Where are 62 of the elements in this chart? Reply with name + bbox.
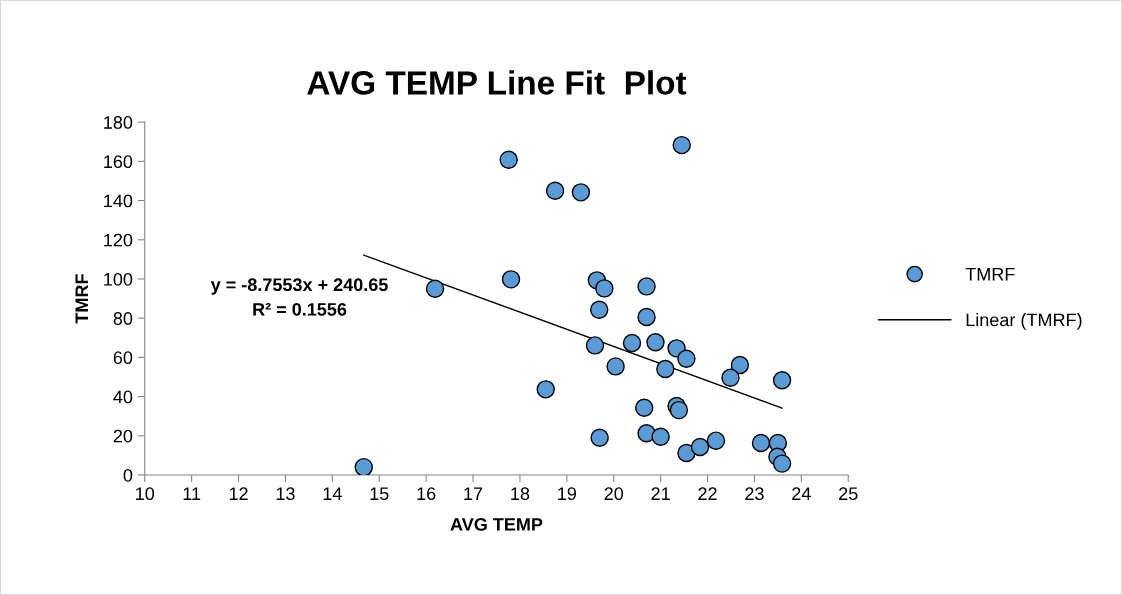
x-tick-label: 18 xyxy=(511,487,530,501)
x-tick-label: 11 xyxy=(183,487,201,500)
point xyxy=(651,427,670,446)
point xyxy=(730,355,750,375)
point xyxy=(646,333,665,352)
point xyxy=(606,357,625,376)
point xyxy=(622,333,642,353)
y-tick-label: 180 xyxy=(104,116,133,129)
x-tick-label: 15 xyxy=(370,487,389,501)
point xyxy=(751,433,771,453)
point xyxy=(545,181,565,200)
y-tick-label: 80 xyxy=(113,312,133,325)
point xyxy=(772,371,792,390)
y-tick-label: 40 xyxy=(113,390,133,404)
point xyxy=(635,398,654,417)
y-tick-label: 120 xyxy=(104,233,133,247)
x-tick-label: 24 xyxy=(792,487,811,500)
annotation: y = -8.7553x + 240.65 R² = 0.1556 xyxy=(210,278,388,316)
point xyxy=(425,279,445,298)
x-tick-label: 17 xyxy=(464,487,483,500)
x-tick-label: 13 xyxy=(276,487,295,501)
x-tick-label: 21 xyxy=(651,487,670,500)
point xyxy=(571,183,591,202)
y-tick-label: 60 xyxy=(113,351,133,365)
point xyxy=(677,349,696,368)
x-axis-title: AVG TEMP xyxy=(450,517,543,531)
y-tick-label: 160 xyxy=(104,155,133,169)
point xyxy=(536,380,555,399)
x-tick-label: 22 xyxy=(698,487,717,500)
x-tick-label: 14 xyxy=(323,487,342,500)
x-tick-label: 20 xyxy=(604,487,624,501)
legend-label: Linear (TMRF) xyxy=(966,313,1082,330)
x-tick-label: 25 xyxy=(839,487,858,501)
point xyxy=(637,277,656,296)
point xyxy=(669,400,689,420)
point xyxy=(499,150,518,169)
point xyxy=(721,368,740,387)
legend-label: TMRF xyxy=(965,267,1015,281)
y-tick-label: 100 xyxy=(104,272,133,286)
point xyxy=(354,457,373,475)
point xyxy=(690,437,710,457)
point xyxy=(589,300,609,319)
x-tick-label: 16 xyxy=(417,487,436,501)
point xyxy=(772,454,792,473)
y-tick-label: 140 xyxy=(104,194,133,208)
point xyxy=(637,307,656,327)
point xyxy=(501,270,521,289)
point xyxy=(595,279,614,298)
x-tick-label: 10 xyxy=(136,487,155,501)
point xyxy=(677,443,696,463)
y-tick-label: 0 xyxy=(123,468,133,482)
point xyxy=(590,428,609,447)
x-tick-label: 23 xyxy=(745,487,764,501)
y-tick-label: 20 xyxy=(113,429,133,443)
point xyxy=(585,336,605,355)
x-tick-label: 19 xyxy=(558,487,577,501)
point xyxy=(706,431,726,450)
point xyxy=(672,135,691,155)
point xyxy=(656,359,675,379)
chart-title: AVG TEMP Line Fit Plot xyxy=(307,70,687,95)
y-axis-title: TMRF xyxy=(75,274,88,324)
x-tick-label: 12 xyxy=(229,487,248,500)
